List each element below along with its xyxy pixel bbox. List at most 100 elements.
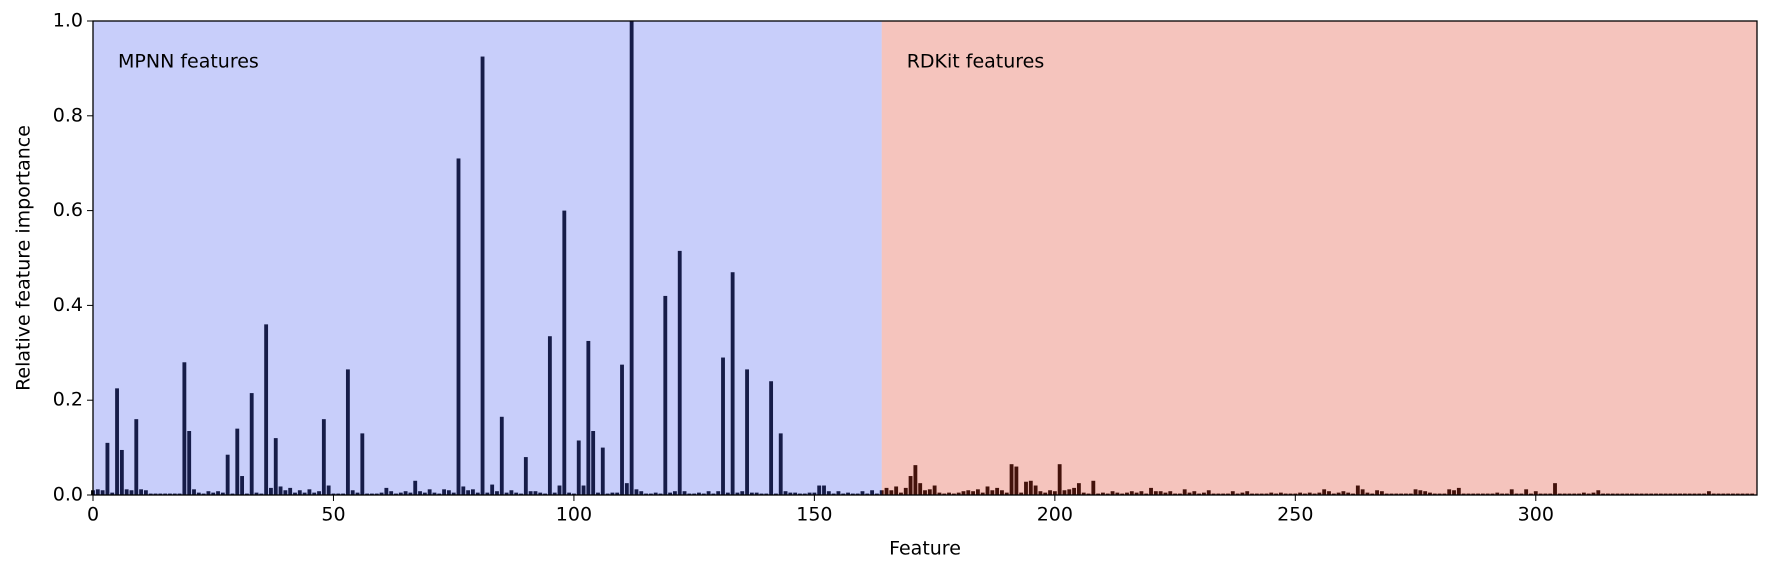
bar — [528, 491, 533, 495]
bar — [182, 362, 187, 495]
bar — [374, 493, 379, 495]
bar — [687, 493, 692, 495]
bar — [1346, 492, 1351, 495]
bar — [1538, 493, 1543, 495]
bar — [456, 158, 461, 495]
bar — [572, 493, 576, 495]
bar — [437, 493, 442, 495]
bar — [143, 490, 148, 495]
region-span — [93, 21, 882, 495]
bar — [908, 476, 913, 495]
bar — [451, 492, 456, 495]
bar — [653, 492, 658, 495]
bar — [1307, 492, 1312, 495]
bar — [644, 493, 648, 495]
bar — [865, 493, 870, 495]
bar — [1067, 489, 1072, 495]
y-tick-label: 1.0 — [53, 10, 83, 32]
bar — [956, 492, 961, 495]
bar — [826, 491, 831, 495]
bar — [624, 483, 629, 495]
bar — [610, 492, 615, 495]
bar — [1548, 493, 1553, 495]
x-tick-label: 100 — [556, 504, 592, 526]
bar — [1630, 493, 1634, 495]
bar — [937, 492, 942, 495]
y-tick-label: 0.6 — [53, 199, 83, 221]
bar — [1610, 493, 1615, 495]
bar — [1072, 487, 1077, 495]
bar — [1134, 492, 1139, 495]
bar — [754, 492, 759, 495]
bar — [721, 357, 725, 495]
bar — [1601, 493, 1606, 495]
x-axis-title: Feature — [889, 538, 961, 560]
bar — [1192, 491, 1197, 495]
bar — [413, 480, 418, 495]
bar — [1360, 489, 1365, 495]
bar — [533, 491, 538, 495]
bar — [1596, 490, 1601, 495]
bar — [519, 493, 523, 495]
bar — [1177, 493, 1182, 495]
bar — [951, 493, 956, 495]
bar — [1697, 493, 1702, 495]
bar — [793, 492, 798, 495]
bar — [139, 489, 144, 495]
bar — [1480, 493, 1485, 495]
bar — [192, 489, 196, 495]
bar — [1625, 493, 1630, 495]
bar — [769, 381, 774, 495]
bar — [148, 493, 153, 495]
bar — [475, 492, 480, 495]
bar — [567, 492, 572, 495]
bar — [1105, 493, 1110, 495]
bar — [1052, 491, 1057, 495]
bar — [1254, 493, 1259, 495]
bar — [947, 492, 951, 495]
bar — [1278, 492, 1283, 495]
bar — [1187, 492, 1192, 495]
bar — [1206, 490, 1211, 495]
bar — [802, 493, 807, 495]
bar — [201, 493, 206, 495]
bar — [115, 388, 119, 495]
bar — [663, 295, 668, 495]
bar — [620, 364, 624, 495]
bar — [1711, 493, 1716, 495]
bar — [119, 449, 124, 495]
bar — [1682, 493, 1687, 495]
bar — [336, 493, 341, 495]
bar — [1250, 493, 1254, 495]
bar — [773, 493, 778, 495]
bar — [846, 492, 850, 495]
bar — [1591, 492, 1596, 495]
bar — [398, 492, 403, 495]
bar — [778, 433, 783, 495]
bar — [807, 492, 812, 495]
bar — [1553, 483, 1557, 495]
y-tick-label: 0.4 — [53, 294, 83, 316]
bar — [269, 487, 273, 495]
bar — [446, 490, 451, 495]
bar — [1226, 493, 1230, 495]
bar — [384, 487, 389, 495]
bar — [216, 491, 220, 495]
bar — [187, 431, 192, 495]
bar — [1115, 492, 1120, 495]
bar — [403, 491, 408, 495]
bar — [884, 487, 889, 495]
bar — [629, 21, 634, 495]
bar — [576, 440, 581, 495]
x-tick-label: 300 — [1518, 504, 1554, 526]
bar — [798, 493, 802, 495]
bar — [370, 493, 374, 495]
bar — [942, 493, 947, 495]
bar — [355, 492, 360, 495]
bar — [697, 492, 701, 495]
bar — [682, 491, 687, 495]
bar — [466, 490, 471, 495]
bar — [1216, 493, 1221, 495]
bar — [1000, 490, 1004, 495]
bar — [1259, 493, 1264, 495]
